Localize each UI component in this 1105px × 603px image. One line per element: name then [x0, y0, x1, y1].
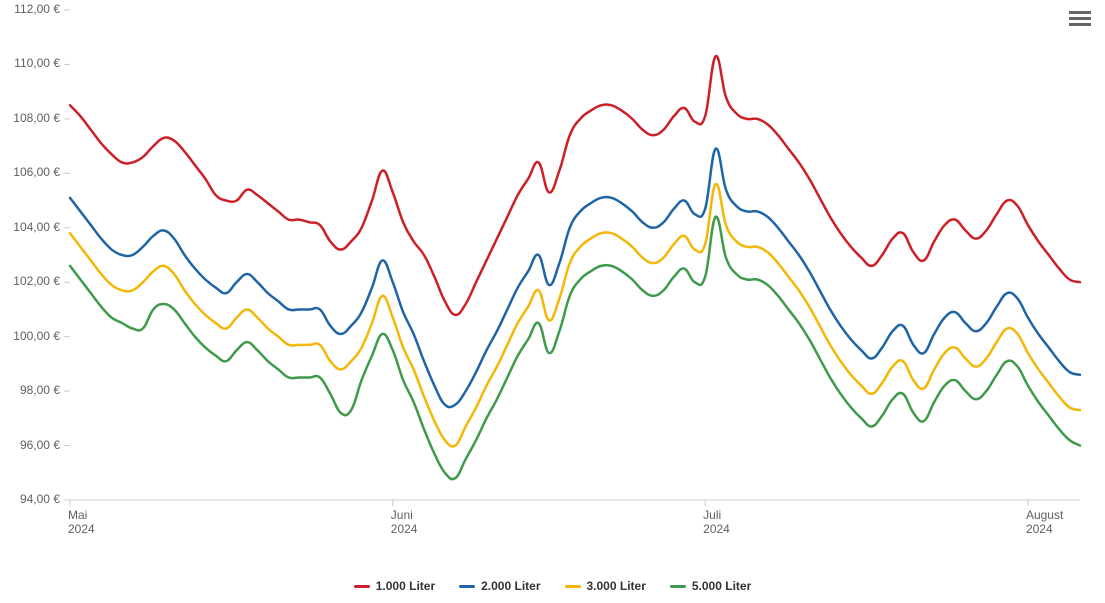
y-tick-label: 96,00 € [0, 438, 60, 452]
series-line [70, 149, 1080, 408]
legend-item[interactable]: 5.000 Liter [670, 579, 751, 593]
legend-item[interactable]: 1.000 Liter [354, 579, 435, 593]
y-tick-label: 106,00 € [0, 165, 60, 179]
series-line [70, 184, 1080, 447]
legend-label: 5.000 Liter [692, 579, 751, 593]
y-tick-label: 94,00 € [0, 492, 60, 506]
legend-label: 3.000 Liter [587, 579, 646, 593]
legend-item[interactable]: 2.000 Liter [459, 579, 540, 593]
legend-swatch [670, 585, 686, 588]
series-line [70, 56, 1080, 315]
chart-plot-area [0, 0, 1105, 603]
legend-swatch [354, 585, 370, 588]
y-tick-label: 104,00 € [0, 220, 60, 234]
chart-legend: 1.000 Liter 2.000 Liter 3.000 Liter 5.000 L… [0, 579, 1105, 593]
y-tick-label: 100,00 € [0, 329, 60, 343]
x-tick-label: Juli2024 [703, 508, 730, 536]
y-tick-label: 112,00 € [0, 2, 60, 16]
y-tick-label: 102,00 € [0, 274, 60, 288]
legend-item[interactable]: 3.000 Liter [565, 579, 646, 593]
price-chart: 94,00 € 96,00 € 98,00 € 100,00 € 102,00 € 104… [0, 0, 1105, 603]
x-tick-label: Juni2024 [391, 508, 418, 536]
x-tick-label: Mai2024 [68, 508, 95, 536]
x-tick-label: August2024 [1026, 508, 1063, 536]
y-tick-label: 98,00 € [0, 383, 60, 397]
legend-label: 1.000 Liter [376, 579, 435, 593]
y-tick-label: 108,00 € [0, 111, 60, 125]
legend-label: 2.000 Liter [481, 579, 540, 593]
legend-swatch [459, 585, 475, 588]
legend-swatch [565, 585, 581, 588]
y-tick-label: 110,00 € [0, 56, 60, 70]
